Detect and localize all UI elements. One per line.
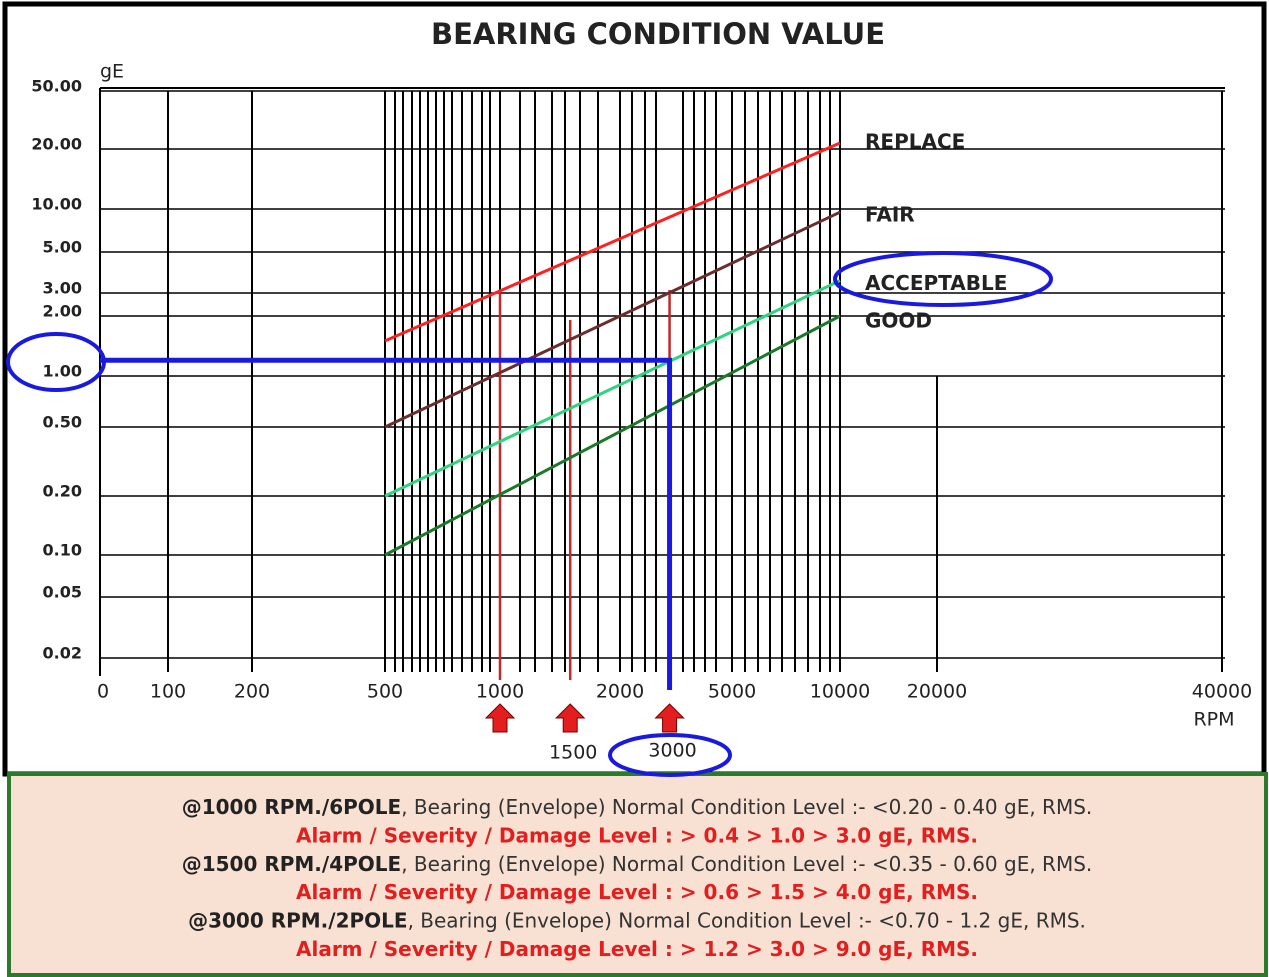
- y-tick-label: 10.00: [31, 195, 82, 214]
- y-tick-label: 0.50: [43, 413, 82, 432]
- chart-frame: [2, 1, 1267, 777]
- rpm-marker-label: 1500: [549, 742, 597, 764]
- y-tick-label: 0.05: [43, 583, 82, 602]
- series-label: FAIR: [865, 203, 915, 227]
- rpm-arrow: [484, 703, 516, 733]
- series-label: GOOD: [865, 309, 932, 333]
- series-line: [384, 314, 841, 557]
- y-tick-label: 1.00: [43, 362, 82, 381]
- note-alarm: Alarm / Severity / Damage Level : > 0.6 …: [296, 880, 978, 904]
- y-tick-label: 0.02: [43, 644, 82, 663]
- note-text: , Bearing (Envelope) Normal Condition Le…: [401, 851, 1092, 875]
- highlight-circle: [833, 251, 1053, 307]
- x-tick-label: 40000: [1192, 681, 1252, 703]
- note-line: Alarm / Severity / Damage Level : > 0.4 …: [296, 823, 978, 847]
- note-text: , Bearing (Envelope) Normal Condition Le…: [401, 795, 1092, 819]
- rpm-arrow: [554, 703, 586, 733]
- rpm-arrow: [654, 703, 685, 733]
- note-line: @3000 RPM./2POLE, Bearing (Envelope) Nor…: [188, 908, 1086, 932]
- y-tick-label: 2.00: [43, 302, 82, 321]
- x-tick-label: 1000: [476, 681, 524, 703]
- series-line: [384, 141, 841, 343]
- y-tick-label: 20.00: [31, 135, 82, 154]
- y-tick-label: 0.20: [43, 482, 82, 501]
- highlight-line: [100, 357, 673, 690]
- highlight-circle: [6, 332, 106, 392]
- note-line: Alarm / Severity / Damage Level : > 1.2 …: [296, 937, 978, 961]
- x-tick-label: 100: [150, 681, 186, 703]
- note-line: @1500 RPM./4POLE, Bearing (Envelope) Nor…: [182, 851, 1093, 875]
- note-alarm: Alarm / Severity / Damage Level : > 1.2 …: [296, 937, 978, 961]
- series-line: [384, 210, 841, 429]
- note-alarm: Alarm / Severity / Damage Level : > 0.4 …: [296, 823, 978, 847]
- note-bold: @1500 RPM./4POLE: [182, 851, 401, 875]
- note-bold: @3000 RPM./2POLE: [188, 908, 407, 932]
- chart-title: BEARING CONDITION VALUE: [431, 17, 885, 51]
- x-tick-label: 500: [367, 681, 403, 703]
- rpm-marker-label: 3000: [648, 740, 696, 762]
- note-line: @1000 RPM./6POLE, Bearing (Envelope) Nor…: [182, 795, 1093, 819]
- x-tick-label: 200: [234, 681, 270, 703]
- x-tick-label: 0: [97, 681, 109, 703]
- x-tick-label: 20000: [907, 681, 967, 703]
- y-tick-label: 50.00: [31, 77, 82, 96]
- y-axis-label: gE: [100, 61, 124, 83]
- note-bold: @1000 RPM./6POLE: [182, 795, 401, 819]
- highlight-circle: [608, 733, 732, 777]
- series-label: REPLACE: [865, 129, 965, 153]
- y-tick-label: 3.00: [43, 279, 82, 298]
- series-label: ACCEPTABLE: [865, 271, 1007, 295]
- note-line: Alarm / Severity / Damage Level : > 0.6 …: [296, 880, 978, 904]
- x-tick-label: 2000: [596, 681, 644, 703]
- notes-box: [7, 772, 1268, 977]
- note-text: , Bearing (Envelope) Normal Condition Le…: [408, 908, 1086, 932]
- x-axis-label: RPM: [1193, 709, 1234, 731]
- y-tick-label: 5.00: [43, 238, 82, 257]
- x-tick-label: 5000: [708, 681, 756, 703]
- y-tick-label: 0.10: [43, 541, 82, 560]
- x-tick-label: 10000: [810, 681, 870, 703]
- series-line: [384, 279, 841, 498]
